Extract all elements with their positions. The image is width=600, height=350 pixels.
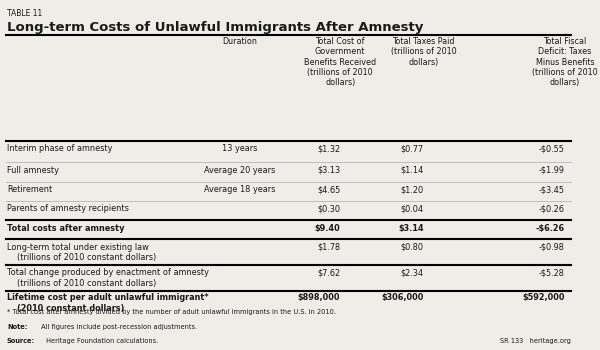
Text: -$0.55: -$0.55 [539,144,565,153]
Text: Total costs after amnesty: Total costs after amnesty [7,224,124,233]
Text: $7.62: $7.62 [317,268,340,277]
Text: Total change produced by enactment of amnesty: Total change produced by enactment of am… [7,268,209,277]
Text: -$3.45: -$3.45 [539,185,565,194]
Text: $0.80: $0.80 [401,243,424,252]
Text: $0.04: $0.04 [401,204,424,214]
Text: Note:: Note: [7,324,28,330]
Text: All figures include post-recession adjustments.: All figures include post-recession adjus… [38,324,197,330]
Text: Lifetime cost per adult unlawful immigrant*: Lifetime cost per adult unlawful immigra… [7,293,208,302]
Text: $0.77: $0.77 [401,144,424,153]
Text: * Total cost after amnesty divided by the number of adult unlawful immigrants in: * Total cost after amnesty divided by th… [7,309,336,315]
Text: -$6.26: -$6.26 [536,224,565,233]
Text: $1.32: $1.32 [317,144,340,153]
Text: Parents of amnesty recipients: Parents of amnesty recipients [7,204,129,214]
Text: TABLE 11: TABLE 11 [7,9,42,18]
Text: Total Cost of
Government
Benefits Received
(trillions of 2010
dollars): Total Cost of Government Benefits Receiv… [304,37,376,88]
Text: Total Fiscal
Deficit: Taxes
Minus Benefits
(trillions of 2010
dollars): Total Fiscal Deficit: Taxes Minus Benefi… [532,37,598,88]
Text: Long-term total under existing law: Long-term total under existing law [7,243,149,252]
Text: -$0.98: -$0.98 [539,243,565,252]
Text: Interim phase of amnesty: Interim phase of amnesty [7,144,112,153]
Text: Average 20 years: Average 20 years [203,166,275,175]
Text: (trillions of 2010 constant dollars): (trillions of 2010 constant dollars) [17,253,157,262]
Text: SR 133   heritage.org: SR 133 heritage.org [500,338,571,344]
Text: $9.40: $9.40 [314,224,340,233]
Text: Duration: Duration [222,37,257,46]
Text: Average 18 years: Average 18 years [203,185,275,194]
Text: Total Taxes Paid
(trillions of 2010
dollars): Total Taxes Paid (trillions of 2010 doll… [391,37,457,66]
Text: -$0.26: -$0.26 [539,204,565,214]
Text: Full amnesty: Full amnesty [7,166,59,175]
Text: -$1.99: -$1.99 [539,166,565,175]
Text: $3.14: $3.14 [398,224,424,233]
Text: (2010 constant dollars): (2010 constant dollars) [17,304,125,313]
Text: (trillions of 2010 constant dollars): (trillions of 2010 constant dollars) [17,279,157,288]
Text: $592,000: $592,000 [523,293,565,302]
Text: $306,000: $306,000 [382,293,424,302]
Text: $4.65: $4.65 [317,185,340,194]
Text: Retirement: Retirement [7,185,52,194]
Text: $1.78: $1.78 [317,243,340,252]
Text: $0.30: $0.30 [317,204,340,214]
Text: $898,000: $898,000 [298,293,340,302]
Text: -$5.28: -$5.28 [539,268,565,277]
Text: $1.20: $1.20 [401,185,424,194]
Text: $3.13: $3.13 [317,166,340,175]
Text: Heritage Foundation calculations.: Heritage Foundation calculations. [44,338,158,344]
Text: $2.34: $2.34 [401,268,424,277]
Text: Source:: Source: [7,338,35,344]
Text: 13 years: 13 years [221,144,257,153]
Text: Long-term Costs of Unlawful Immigrants After Amnesty: Long-term Costs of Unlawful Immigrants A… [7,21,423,34]
Text: $1.14: $1.14 [400,166,424,175]
